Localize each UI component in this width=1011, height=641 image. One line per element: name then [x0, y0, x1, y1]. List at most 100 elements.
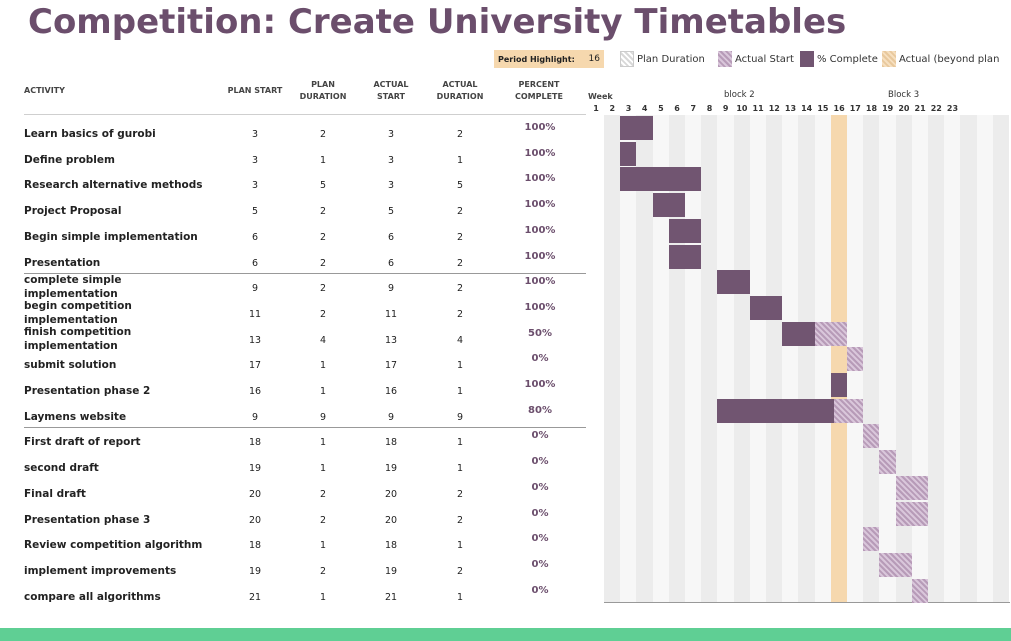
- activity-name: complete simple implementation: [24, 274, 121, 300]
- percent-complete-cell: 0%: [531, 507, 549, 519]
- activity-name: finish competition implementation: [24, 326, 131, 352]
- actual-duration-cell: 2: [456, 488, 464, 500]
- plan-duration-cell: 2: [319, 514, 327, 526]
- activity-name-line1: Presentation: [24, 256, 101, 269]
- gantt-bar-remaining[interactable]: [863, 424, 880, 449]
- table-row[interactable]: implement improvements 19 2 19 2 0%: [0, 557, 590, 583]
- gantt-bar-complete[interactable]: [749, 295, 783, 320]
- legend-actual-beyond-label: Actual (beyond plan: [899, 53, 1000, 65]
- activity-name-line1: Final draft: [24, 487, 86, 500]
- table-row[interactable]: finish competition implementation 13 4 13 4 50…: [0, 326, 590, 352]
- week-number: 19: [882, 104, 894, 113]
- plan-start-cell: 6: [251, 231, 259, 243]
- table-row[interactable]: Define problem 3 1 3 1 100%: [0, 146, 590, 172]
- actual-beyond-swatch: [882, 51, 896, 67]
- percent-complete-cell: 100%: [524, 379, 556, 390]
- gantt-bar-complete[interactable]: [652, 193, 685, 218]
- table-row[interactable]: Begin simple implementation 6 2 6 2 100%: [0, 223, 590, 249]
- plan-duration-cell: 5: [319, 180, 327, 192]
- gantt-bar-complete[interactable]: [620, 167, 702, 192]
- percent-complete-swatch: [800, 51, 814, 67]
- table-row[interactable]: complete simple implementation 9 2 9 2 100%: [0, 274, 590, 300]
- actual-start-cell: 6: [387, 257, 395, 269]
- header-actual-start-line2: START: [376, 92, 406, 101]
- gantt-bar-complete[interactable]: [668, 218, 702, 243]
- plan-start-cell: 20: [248, 488, 262, 500]
- gantt-bar-complete[interactable]: [717, 398, 835, 423]
- gantt-bar-remaining[interactable]: [879, 552, 912, 577]
- plan-duration-cell: 2: [319, 206, 327, 218]
- header-plan-duration-line2: DURATION: [299, 92, 347, 101]
- table-row[interactable]: Research alternative methods 3 5 3 5 100%: [0, 171, 590, 197]
- table-row[interactable]: Presentation phase 2 16 1 16 1 100%: [0, 377, 590, 403]
- table-row[interactable]: compare all algorithms 21 1 21 1 0%: [0, 583, 590, 609]
- activity-name-line1: Research alternative methods: [24, 179, 203, 192]
- week-number: 12: [768, 104, 780, 113]
- legend-plan-duration: Plan Duration: [620, 50, 705, 68]
- table-row[interactable]: Presentation phase 3 20 2 20 2 0%: [0, 506, 590, 532]
- actual-duration-cell: 1: [456, 360, 464, 372]
- week-column: [992, 115, 1009, 603]
- percent-complete-cell: 100%: [524, 276, 556, 288]
- table-row[interactable]: Presentation 6 2 6 2 100%: [0, 249, 590, 275]
- activity-name: Presentation phase 2: [24, 385, 150, 397]
- activity-name-line1: Begin simple implementation: [24, 230, 198, 243]
- week-column: [733, 115, 750, 603]
- period-highlight-label: Period Highlight:: [498, 54, 575, 64]
- actual-start-cell: 9: [387, 411, 395, 423]
- gantt-bar-remaining[interactable]: [834, 398, 864, 423]
- plan-start-cell: 5: [251, 206, 259, 218]
- table-row[interactable]: begin competition implementation 11 2 11 2 100…: [0, 300, 590, 326]
- activity-name-line1: First draft of report: [24, 436, 141, 449]
- gantt-bar-complete[interactable]: [620, 116, 653, 140]
- gantt-bar-remaining[interactable]: [911, 578, 928, 603]
- week-column: [798, 115, 815, 603]
- header-actual-duration: ACTUAL DURATION: [426, 79, 494, 103]
- gantt-bar-remaining[interactable]: [879, 450, 896, 475]
- actual-duration-cell: 2: [456, 231, 464, 243]
- gantt-bar-remaining[interactable]: [814, 321, 847, 346]
- gantt-bar-complete[interactable]: [717, 270, 750, 295]
- week-number: 6: [674, 104, 680, 113]
- gantt-bar-complete[interactable]: [782, 321, 815, 346]
- table-row[interactable]: submit solution 17 1 17 1 0%: [0, 351, 590, 377]
- percent-complete-cell: 0%: [531, 481, 549, 493]
- actual-start-cell: 20: [384, 514, 398, 526]
- gantt-bar-remaining[interactable]: [863, 527, 880, 552]
- activity-name-line1: finish competition: [24, 325, 132, 338]
- activity-name: Presentation: [24, 257, 100, 269]
- activity-name: Project Proposal: [24, 205, 121, 217]
- week-number: 18: [865, 104, 878, 113]
- table-row[interactable]: Review competition algorithm 18 1 18 1 0%: [0, 531, 590, 557]
- table-row[interactable]: Laymens website 9 9 9 9 80%: [0, 403, 590, 429]
- period-highlight[interactable]: Period Highlight: 16: [494, 50, 604, 68]
- gantt-bar-remaining[interactable]: [895, 475, 928, 500]
- plan-duration-cell: 9: [319, 411, 327, 423]
- plan-start-cell: 17: [248, 360, 262, 372]
- table-row[interactable]: Project Proposal 5 2 5 2 100%: [0, 197, 590, 223]
- table-row[interactable]: Learn basics of gurobi 3 2 3 2 100%: [0, 120, 590, 146]
- week-column: [604, 115, 621, 603]
- activity-name-line1: Presentation phase 3: [24, 513, 151, 526]
- actual-duration-cell: 1: [456, 386, 464, 397]
- activity-name: Presentation phase 3: [24, 514, 150, 526]
- table-row[interactable]: First draft of report 18 1 18 1 0%: [0, 428, 590, 454]
- gantt-bar-complete[interactable]: [620, 141, 637, 166]
- legend-plan-duration-label: Plan Duration: [637, 53, 705, 65]
- gantt-bar-remaining[interactable]: [895, 501, 928, 526]
- gantt-bar-complete[interactable]: [668, 244, 702, 269]
- actual-start-cell: 5: [387, 206, 395, 218]
- week-column: [749, 115, 766, 603]
- period-highlight-value[interactable]: 16: [588, 54, 600, 64]
- plan-duration-cell: 2: [319, 565, 327, 577]
- table-row[interactable]: second draft 19 1 19 1 0%: [0, 454, 590, 480]
- actual-duration-cell: 2: [456, 257, 464, 269]
- header-block-2: block 2: [724, 90, 755, 100]
- actual-start-cell: 3: [387, 129, 395, 140]
- gantt-bar-remaining[interactable]: [847, 347, 864, 372]
- actual-start-cell: 3: [387, 180, 395, 192]
- gantt-bar-complete[interactable]: [830, 373, 847, 397]
- table-row[interactable]: Final draft 20 2 20 2 0%: [0, 480, 590, 506]
- activity-name-line1: Learn basics of gurobi: [24, 128, 156, 140]
- week-number: 21: [914, 104, 926, 113]
